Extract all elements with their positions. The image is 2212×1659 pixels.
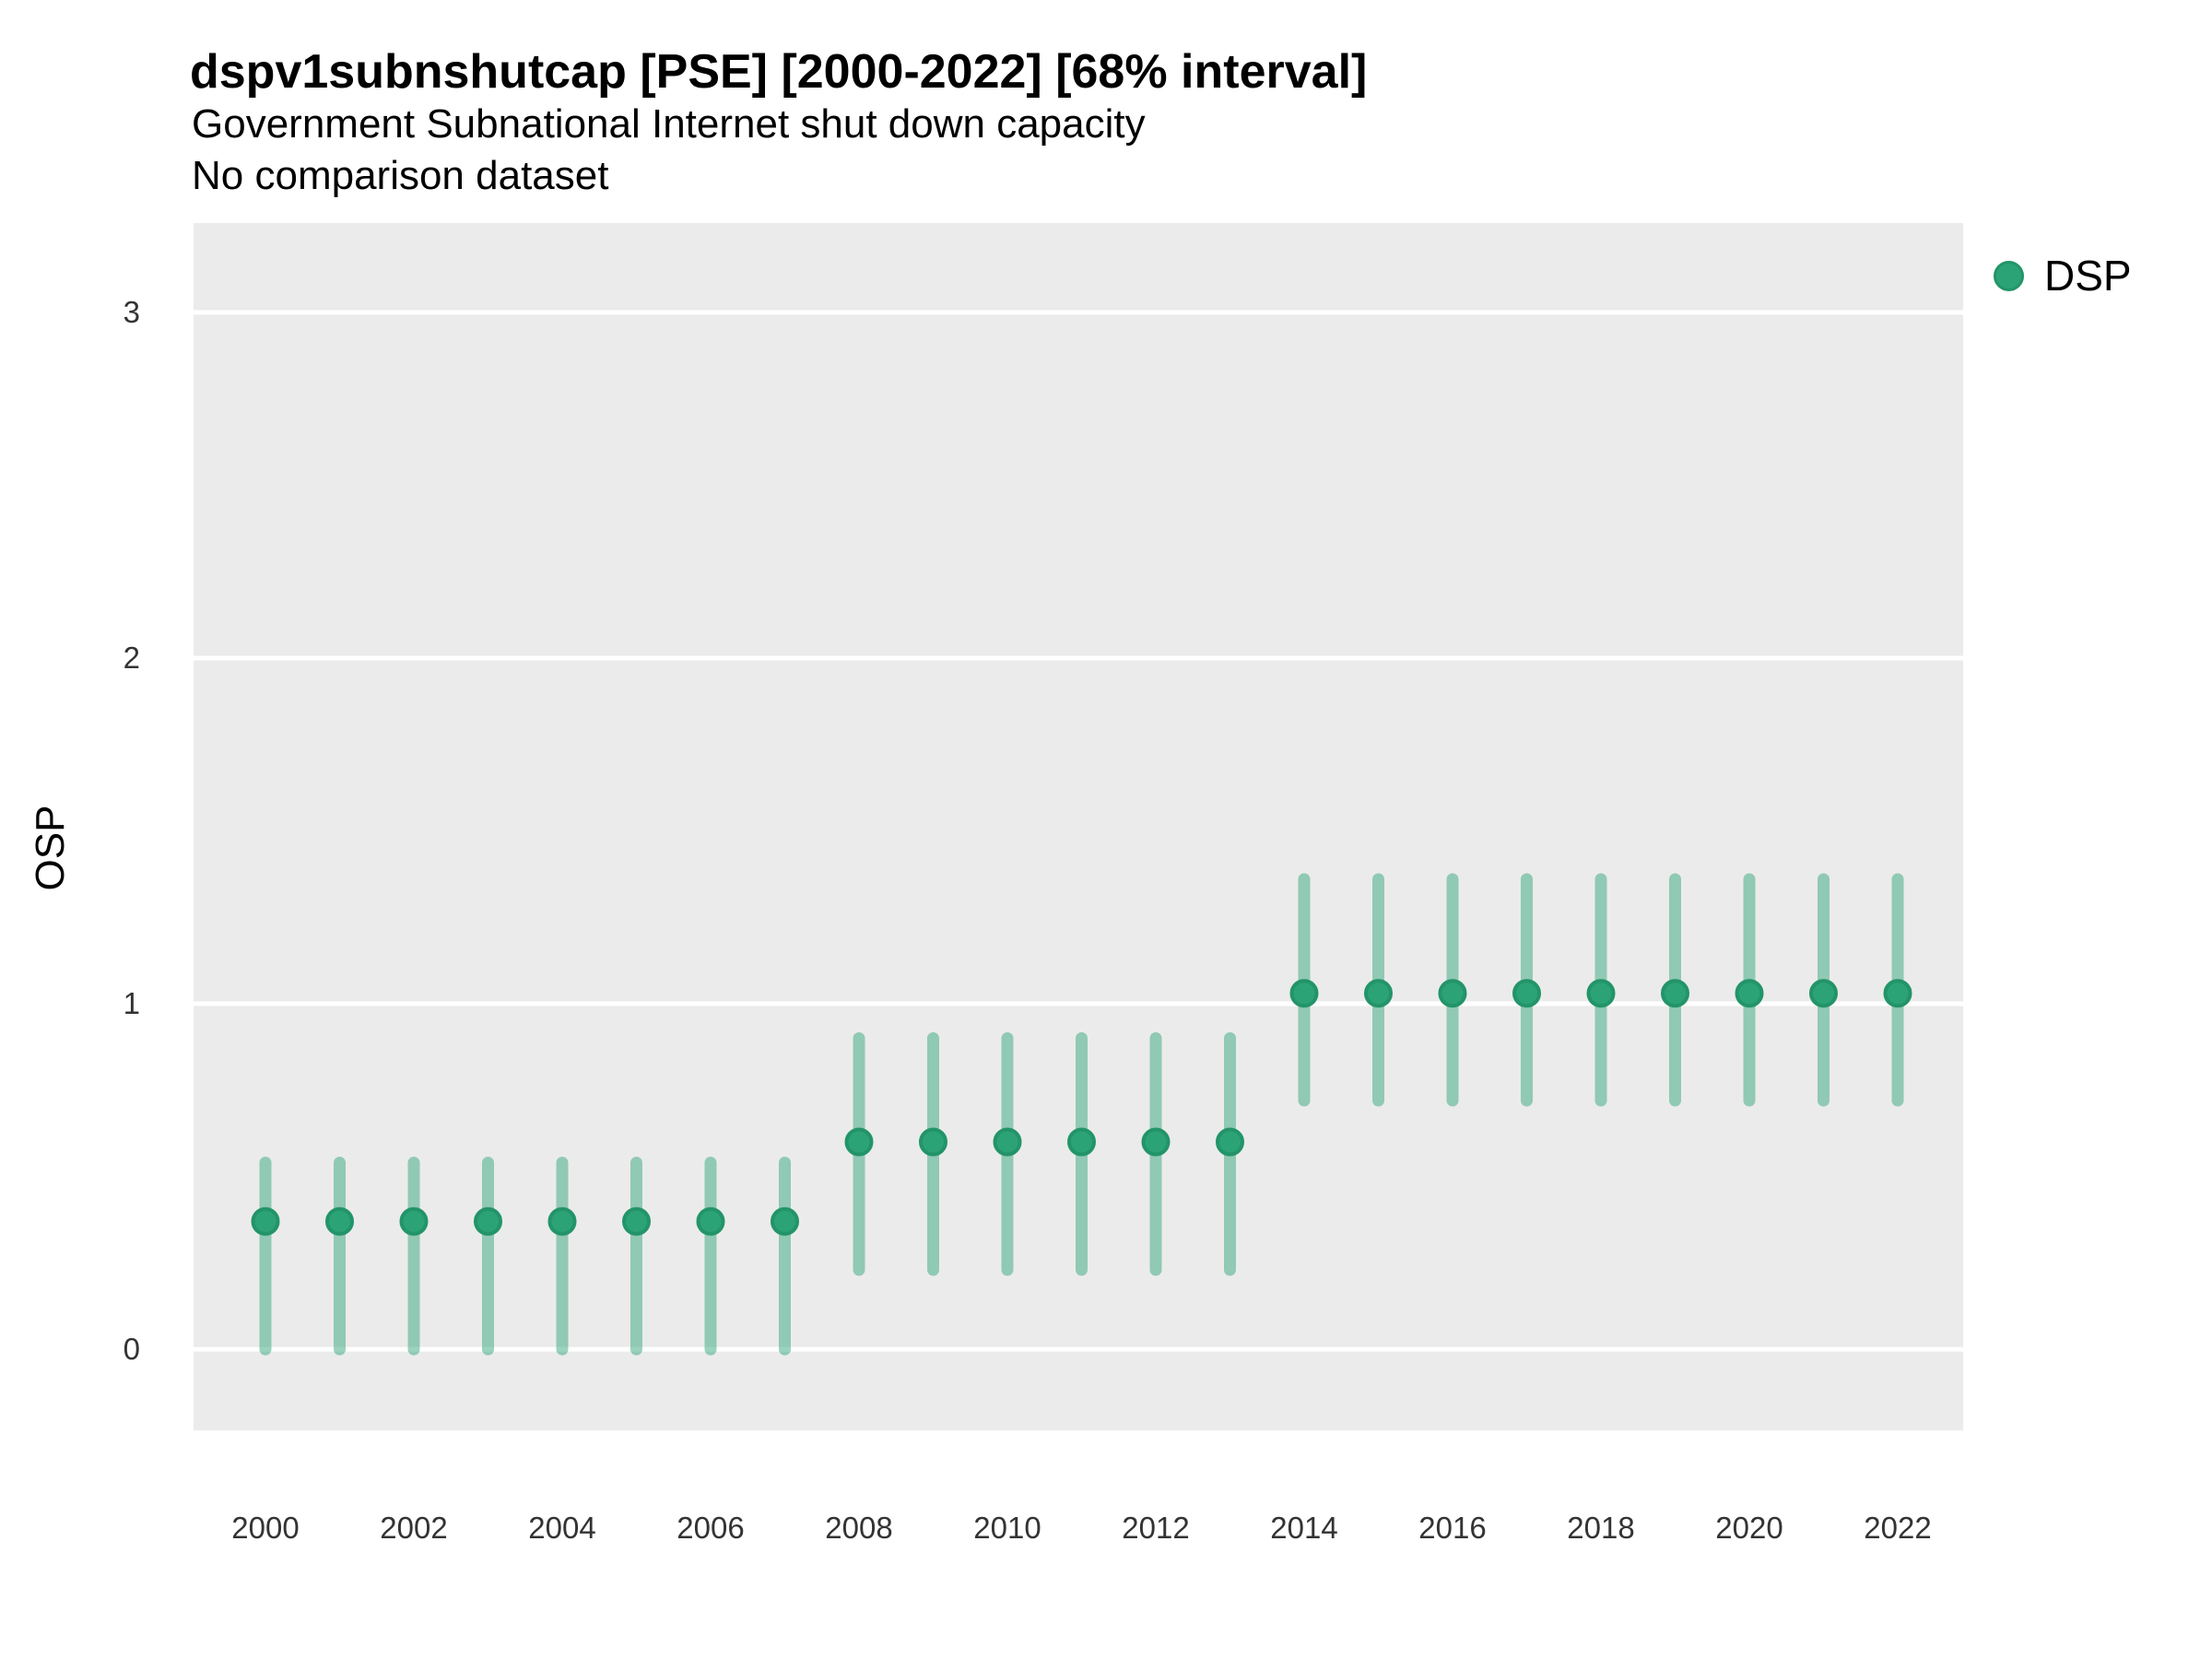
chart-note: No comparison dataset <box>192 153 609 198</box>
point-2015 <box>1364 979 1393 1008</box>
point-2012 <box>1141 1127 1171 1157</box>
point-2003 <box>474 1206 502 1236</box>
y-tick-label-3: 3 <box>124 295 140 329</box>
point-2006 <box>696 1206 725 1236</box>
y-tick-label-0: 0 <box>124 1332 140 1366</box>
x-tick-label-2014: 2014 <box>1270 1511 1337 1545</box>
x-tick-label-2018: 2018 <box>1567 1511 1634 1545</box>
point-2009 <box>919 1127 947 1157</box>
point-2016 <box>1438 979 1467 1008</box>
point-2017 <box>1512 979 1541 1008</box>
legend-dsp-label: DSP <box>2044 252 2132 300</box>
point-2014 <box>1289 979 1319 1008</box>
point-2011 <box>1067 1127 1096 1157</box>
x-tick-label-2022: 2022 <box>1864 1511 1931 1545</box>
point-2013 <box>1216 1127 1244 1157</box>
point-2010 <box>993 1127 1022 1157</box>
point-2000 <box>251 1206 280 1236</box>
x-tick-label-2010: 2010 <box>973 1511 1041 1545</box>
point-2021 <box>1809 979 1838 1008</box>
point-2007 <box>771 1206 799 1236</box>
legend: DSP <box>1994 254 2132 297</box>
x-tick-label-2012: 2012 <box>1122 1511 1189 1545</box>
point-2018 <box>1586 979 1616 1008</box>
y-tick-label-2: 2 <box>124 641 140 675</box>
x-tick-label-2006: 2006 <box>677 1511 744 1545</box>
chart-title: dspv1subnshutcap [PSE] [2000-2022] [68% … <box>190 45 1368 99</box>
x-tick-label-2004: 2004 <box>528 1511 595 1545</box>
x-tick-label-2000: 2000 <box>231 1511 299 1545</box>
point-2005 <box>622 1206 651 1236</box>
point-2002 <box>399 1206 429 1236</box>
y-tick-label-1: 1 <box>124 986 140 1020</box>
point-2019 <box>1661 979 1689 1008</box>
legend-dsp-dot-icon <box>1994 260 2024 291</box>
x-tick-label-2020: 2020 <box>1715 1511 1783 1545</box>
x-tick-label-2008: 2008 <box>825 1511 892 1545</box>
point-2020 <box>1735 979 1764 1008</box>
x-tick-label-2002: 2002 <box>380 1511 447 1545</box>
point-2008 <box>844 1127 874 1157</box>
x-tick-label-2016: 2016 <box>1418 1511 1486 1545</box>
point-2004 <box>547 1206 577 1236</box>
point-2001 <box>325 1206 354 1236</box>
y-axis-title: OSP <box>28 805 73 891</box>
chart-subtitle: Government Subnational Internet shut dow… <box>192 101 1146 147</box>
point-2022 <box>1883 979 1912 1008</box>
